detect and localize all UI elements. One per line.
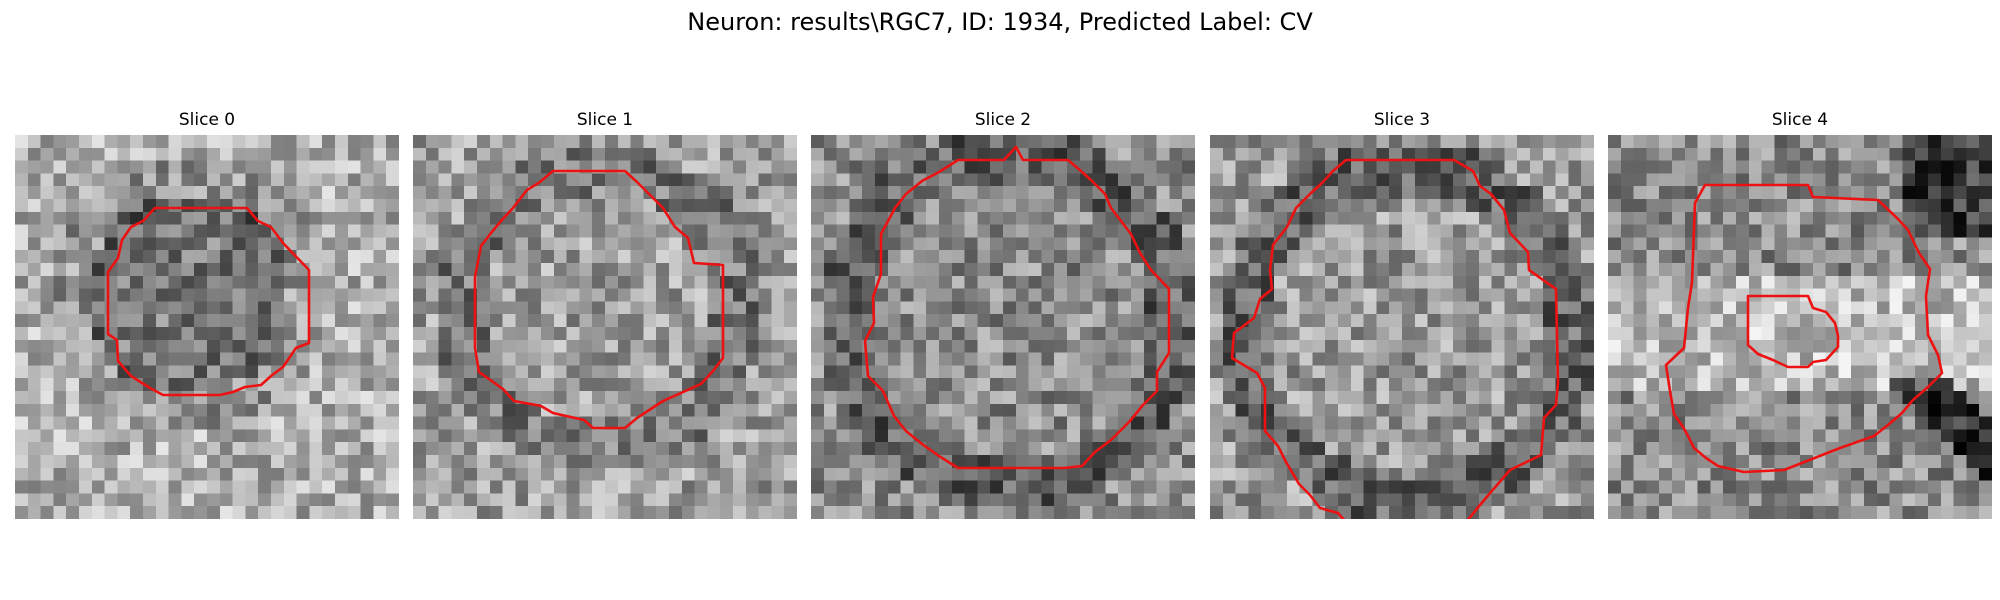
contour-outline-3 (1230, 158, 1560, 519)
slice-title-0: Slice 0 (178, 110, 236, 130)
segmentation-contour-3 (1230, 158, 1560, 519)
slice-image-2 (811, 135, 1195, 519)
slice-image-1 (413, 135, 797, 519)
segmentation-contour-0 (106, 206, 311, 397)
segmentation-contour-4 (1664, 183, 1944, 474)
slice-title-4: Slice 4 (1771, 110, 1829, 130)
contour-outline-1 (473, 169, 725, 430)
contour-inner-outline-4 (1746, 294, 1840, 369)
slice-image-0 (15, 135, 399, 519)
segmentation-contour-1 (473, 169, 725, 430)
slice-image-3 (1210, 135, 1594, 519)
contour-outline-2 (863, 145, 1171, 470)
slice-title-2: Slice 2 (974, 110, 1032, 130)
slice-title-1: Slice 1 (576, 110, 634, 130)
slice-title-3: Slice 3 (1373, 110, 1431, 130)
segmentation-contour-2 (863, 145, 1171, 470)
contour-outline-4 (1664, 183, 1944, 474)
contour-outline-0 (106, 206, 311, 397)
figure-title: Neuron: results\RGC7, ID: 1934, Predicte… (687, 8, 1313, 36)
